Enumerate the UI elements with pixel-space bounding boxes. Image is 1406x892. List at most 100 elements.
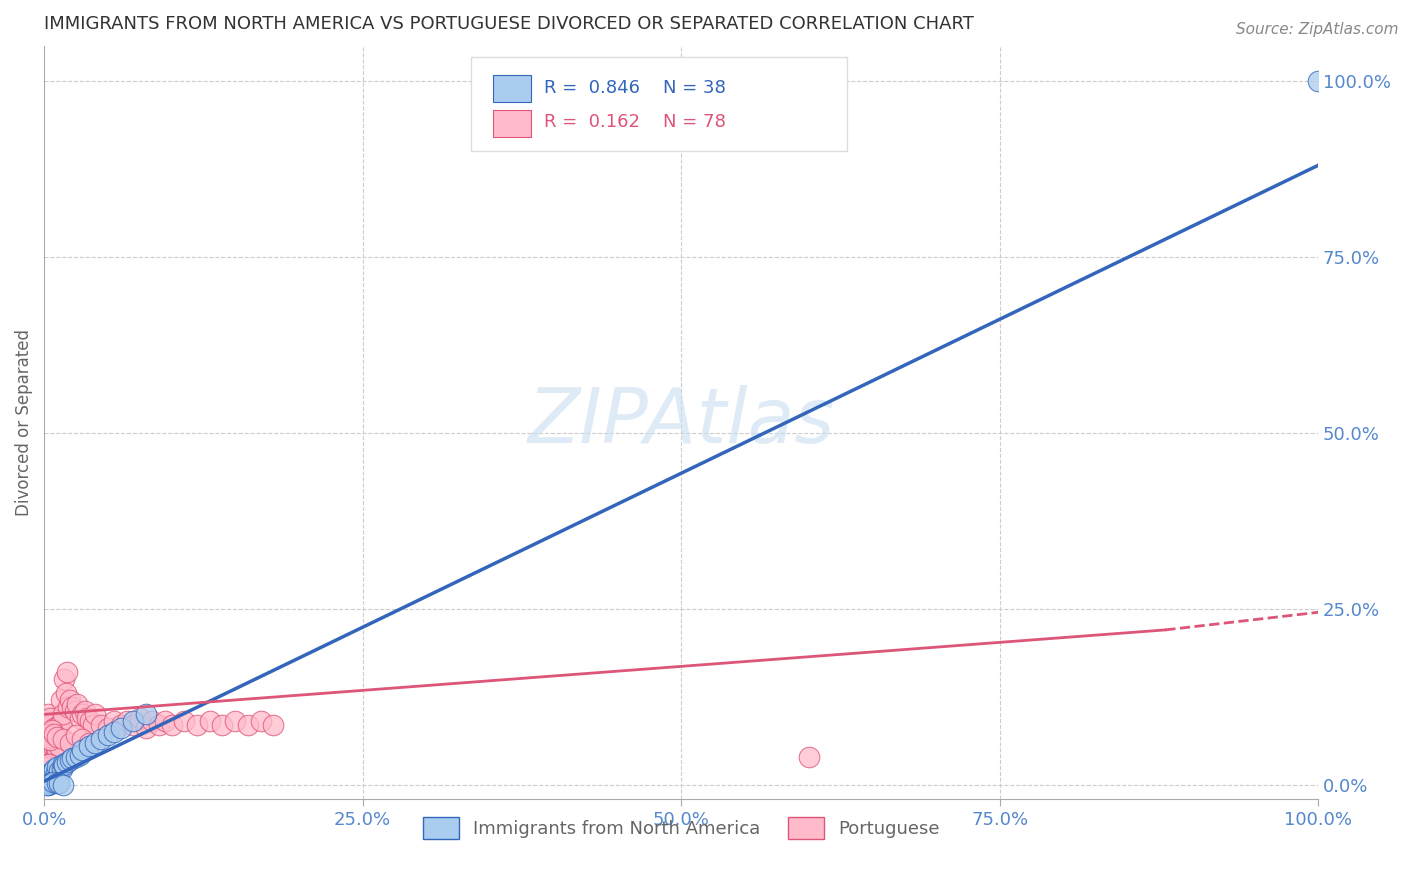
Point	[141, 714, 163, 729]
Point	[79, 714, 101, 729]
Text: R =  0.162    N = 78: R = 0.162 N = 78	[544, 113, 725, 131]
Point	[37, 739, 59, 753]
Point	[84, 707, 107, 722]
Point	[37, 767, 59, 781]
Point	[60, 751, 83, 765]
Point	[42, 775, 65, 789]
Point	[45, 731, 67, 746]
Point	[41, 742, 63, 756]
Point	[82, 718, 104, 732]
Point	[41, 723, 63, 737]
Point	[97, 729, 120, 743]
Point	[55, 686, 77, 700]
Point	[58, 753, 80, 767]
Point	[37, 760, 59, 774]
Point	[38, 772, 60, 786]
Point	[35, 778, 58, 792]
Point	[48, 718, 70, 732]
Point	[45, 730, 67, 744]
Point	[37, 778, 59, 792]
Point	[42, 739, 65, 753]
Point	[45, 729, 67, 743]
Point	[135, 707, 157, 722]
Point	[90, 731, 112, 746]
Point	[122, 714, 145, 729]
Point	[39, 711, 62, 725]
Point	[44, 727, 66, 741]
Point	[38, 735, 60, 749]
Point	[41, 775, 63, 789]
Point	[44, 735, 66, 749]
Text: IMMIGRANTS FROM NORTH AMERICA VS PORTUGUESE DIVORCED OR SEPARATED CORRELATION CH: IMMIGRANTS FROM NORTH AMERICA VS PORTUGU…	[44, 15, 974, 33]
Point	[153, 714, 176, 729]
Point	[72, 707, 94, 722]
Point	[35, 742, 58, 756]
Point	[73, 704, 96, 718]
Point	[58, 693, 80, 707]
Point	[44, 722, 66, 736]
Point	[236, 718, 259, 732]
Point	[53, 672, 76, 686]
Point	[65, 729, 87, 743]
Point	[41, 729, 63, 743]
Point	[115, 714, 138, 729]
Point	[53, 758, 76, 772]
Point	[69, 748, 91, 763]
Point	[41, 765, 63, 780]
Point	[35, 756, 58, 771]
Point	[76, 711, 98, 725]
Point	[45, 766, 67, 780]
Point	[38, 718, 60, 732]
Point	[51, 714, 73, 729]
Point	[52, 731, 75, 746]
Point	[46, 725, 69, 739]
Point	[69, 711, 91, 725]
Point	[90, 718, 112, 732]
Point	[211, 718, 233, 732]
Point	[1308, 74, 1330, 88]
Point	[34, 760, 56, 774]
Point	[39, 746, 62, 760]
Point	[35, 722, 58, 736]
Point	[48, 739, 70, 753]
Point	[72, 742, 94, 756]
Point	[45, 760, 67, 774]
Point	[39, 777, 62, 791]
Point	[38, 730, 60, 744]
Text: R =  0.846    N = 38: R = 0.846 N = 38	[544, 78, 725, 96]
Point	[39, 733, 62, 747]
Point	[34, 714, 56, 729]
Point	[262, 718, 284, 732]
Point	[198, 714, 221, 729]
Point	[34, 729, 56, 743]
Point	[110, 718, 132, 732]
Point	[42, 764, 65, 778]
Point	[66, 697, 89, 711]
Point	[173, 714, 195, 729]
Legend: Immigrants from North America, Portuguese: Immigrants from North America, Portugues…	[415, 810, 946, 847]
Point	[52, 707, 75, 722]
Point	[122, 718, 145, 732]
Point	[65, 749, 87, 764]
Point	[39, 769, 62, 783]
Point	[797, 749, 820, 764]
Point	[60, 700, 83, 714]
Text: ZIPAtlas: ZIPAtlas	[527, 385, 835, 459]
Point	[49, 693, 72, 707]
Point	[51, 762, 73, 776]
Point	[44, 762, 66, 776]
Point	[135, 722, 157, 736]
Point	[58, 700, 80, 714]
Bar	[492, 75, 531, 102]
Point	[103, 725, 125, 739]
Point	[52, 778, 75, 792]
Point	[110, 722, 132, 736]
Point	[63, 704, 86, 718]
Point	[56, 756, 79, 770]
Text: Source: ZipAtlas.com: Source: ZipAtlas.com	[1236, 22, 1399, 37]
Point	[42, 725, 65, 739]
Point	[186, 718, 208, 732]
Point	[52, 756, 75, 771]
Point	[38, 776, 60, 790]
Point	[128, 711, 150, 725]
